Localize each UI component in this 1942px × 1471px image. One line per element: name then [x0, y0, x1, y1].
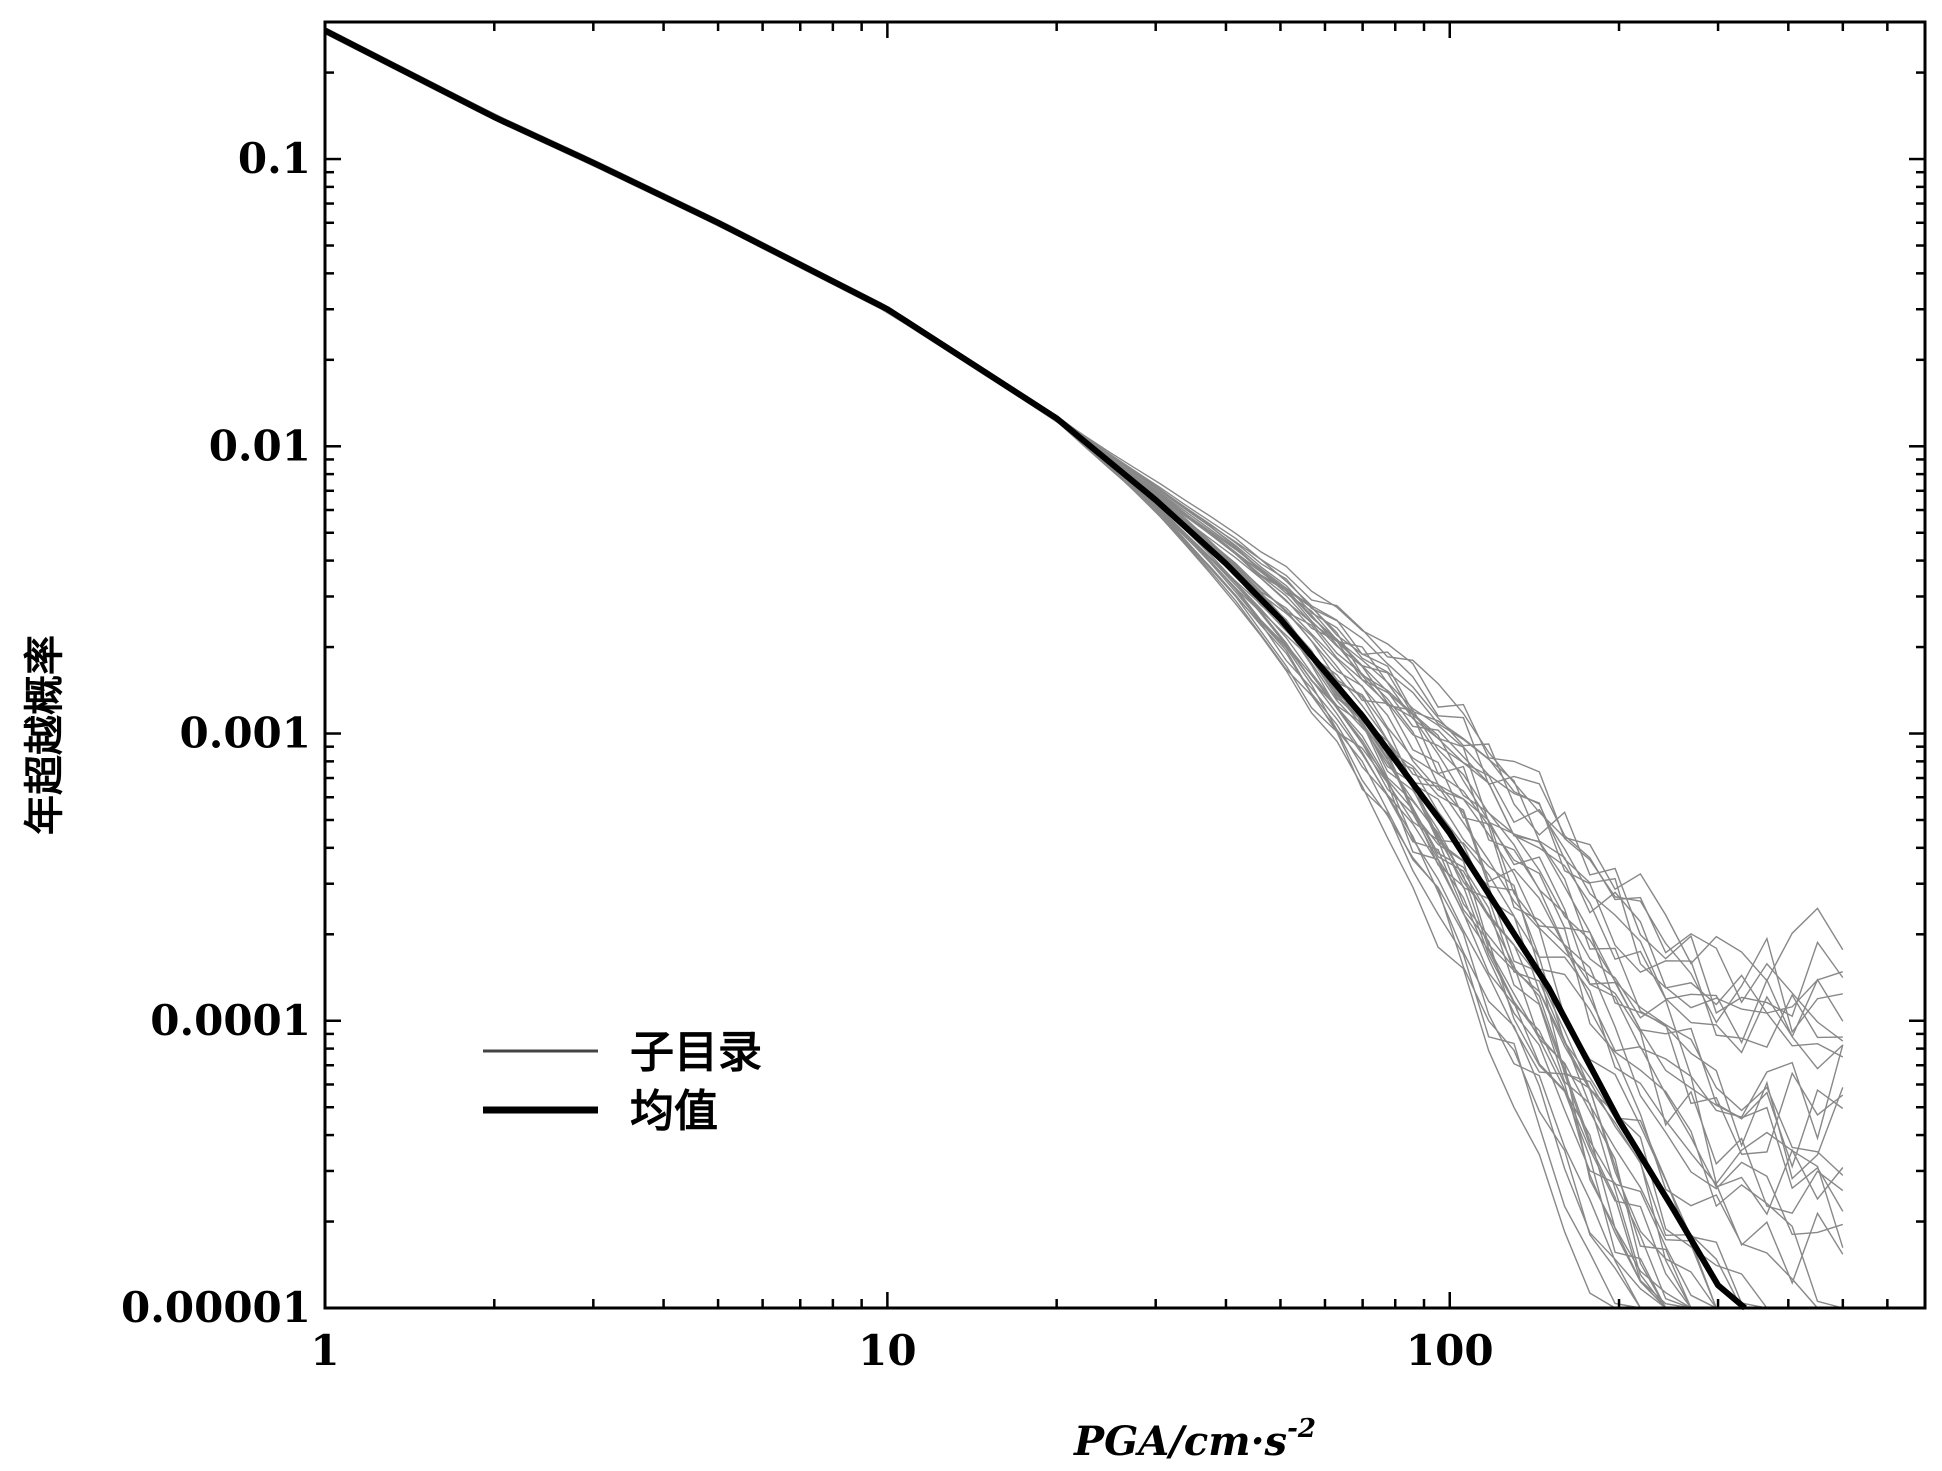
sub-catalog-line [324, 32, 1717, 1309]
legend-label-sub-catalog: 子目录 [630, 1027, 762, 1078]
sub-catalog-line [324, 27, 1692, 1309]
sub-catalog-line [324, 31, 1667, 1309]
sub-catalog-line [324, 28, 1692, 1309]
sub-catalog-line [324, 32, 1667, 1309]
sub-catalog-line [324, 31, 1667, 1309]
sub-catalog-line [324, 28, 1844, 1155]
sub-catalog-line [324, 30, 1844, 1212]
y-tick-label: 0.01 [209, 421, 311, 470]
sub-catalog-line [324, 27, 1768, 1309]
sub-catalog-line [324, 28, 1843, 1034]
sub-catalog-line [324, 31, 1844, 1180]
sub-catalog-line [324, 30, 1768, 1309]
sub-catalog-line [324, 32, 1844, 1236]
sub-catalog-line [324, 28, 1667, 1309]
sub-catalog-line [324, 28, 1844, 1018]
x-tick-label: 10 [858, 1326, 916, 1375]
sub-catalog-line [324, 32, 1743, 1309]
y-tick-label: 0.00001 [121, 1283, 311, 1332]
mean-curve-group [323, 27, 1747, 1311]
sub-catalog-line [324, 32, 1844, 1216]
sub-catalog-line [324, 30, 1844, 1176]
sub-catalog-line [324, 27, 1641, 1309]
y-tick-label: 0.1 [238, 134, 311, 183]
sub-catalog-line [324, 27, 1844, 1141]
sub-catalog-line [324, 28, 1667, 1309]
y-tick-label: 0.0001 [150, 996, 311, 1045]
y-tick-labels: 0.1 0.01 0.001 0.0001 0.00001 [121, 134, 311, 1332]
sub-catalog-line [324, 30, 1844, 1014]
sub-catalog-line [324, 29, 1844, 1058]
sub-catalog-line [324, 31, 1844, 1215]
sub-catalog-line [324, 29, 1844, 1248]
plot-frame [323, 20, 1927, 1310]
sub-catalog-line [324, 27, 1692, 1309]
sub-catalog-line [324, 31, 1844, 1070]
sub-catalog-line [324, 30, 1843, 1048]
legend-label-mean: 均值 [630, 1086, 718, 1137]
sub-catalog-line [324, 31, 1692, 1309]
sub-catalog-line [324, 29, 1692, 1309]
x-tick-labels: 1 10 100 [310, 1326, 1493, 1375]
y-tick-label: 0.001 [179, 709, 311, 758]
sub-catalog-line [324, 30, 1717, 1309]
sub-catalog-line [324, 29, 1844, 1285]
sub-catalog-line [324, 28, 1692, 1309]
sub-catalog-line [324, 29, 1641, 1309]
x-axis-label-sup: -2 [1287, 1414, 1316, 1444]
mean-line [323, 27, 1747, 1311]
x-tick-label: 100 [1406, 1326, 1494, 1375]
sub-catalog-line [324, 29, 1667, 1309]
minor-ticks [325, 22, 1927, 1308]
legend: 子目录 均值 [483, 1027, 762, 1137]
sub-catalog-line [324, 27, 1717, 1309]
sub-catalog-line [324, 30, 1717, 1309]
y-axis-label: 年超越概率 [21, 635, 68, 835]
major-ticks [323, 22, 1925, 1310]
x-axis-label-main: PGA/cm·s [1073, 1418, 1287, 1465]
sub-catalog-line [324, 27, 1844, 982]
x-tick-label: 1 [310, 1326, 339, 1375]
sub-catalog-line [324, 30, 1642, 1309]
x-axis-label: PGA/cm·s-2 [1073, 1414, 1316, 1465]
